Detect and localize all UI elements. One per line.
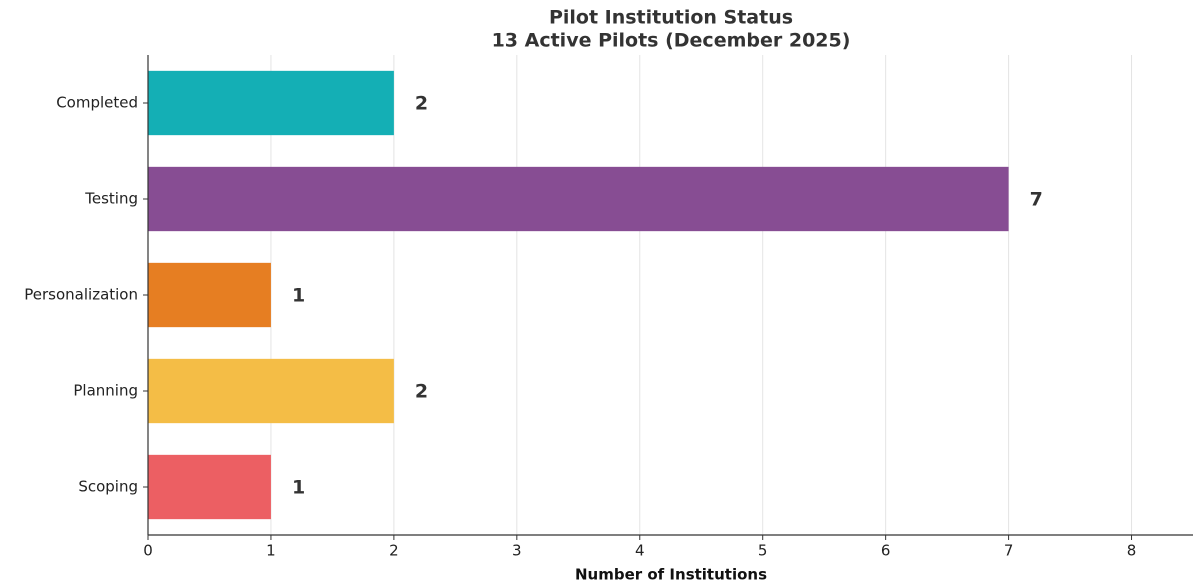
bar: [148, 454, 271, 520]
x-tick-label: 2: [389, 542, 399, 560]
y-tick-label: Completed: [56, 94, 138, 112]
bar: [148, 166, 1009, 232]
y-tick-label: Planning: [73, 382, 138, 400]
x-axis-label: Number of Institutions: [575, 566, 767, 584]
y-tick-label: Personalization: [24, 286, 138, 304]
bar: [148, 70, 394, 136]
value-label: 7: [1030, 189, 1043, 211]
chart-subtitle: 13 Active Pilots (December 2025): [492, 30, 851, 52]
value-label: 2: [415, 93, 428, 115]
x-tick-label: 4: [635, 542, 645, 560]
value-label: 1: [292, 285, 305, 307]
x-tick-label: 0: [143, 542, 153, 560]
x-tick-label: 8: [1127, 542, 1137, 560]
chart-title: Pilot Institution Status: [549, 7, 793, 29]
y-tick-label: Scoping: [78, 478, 138, 496]
y-tick-label: Testing: [84, 190, 138, 208]
x-tick-label: 5: [758, 542, 768, 560]
x-tick-label: 6: [881, 542, 891, 560]
x-tick-label: 3: [512, 542, 522, 560]
value-label: 2: [415, 381, 428, 403]
bar: [148, 262, 271, 328]
x-tick-label: 1: [266, 542, 276, 560]
x-tick-label: 7: [1004, 542, 1014, 560]
bar: [148, 358, 394, 424]
value-label: 1: [292, 477, 305, 499]
